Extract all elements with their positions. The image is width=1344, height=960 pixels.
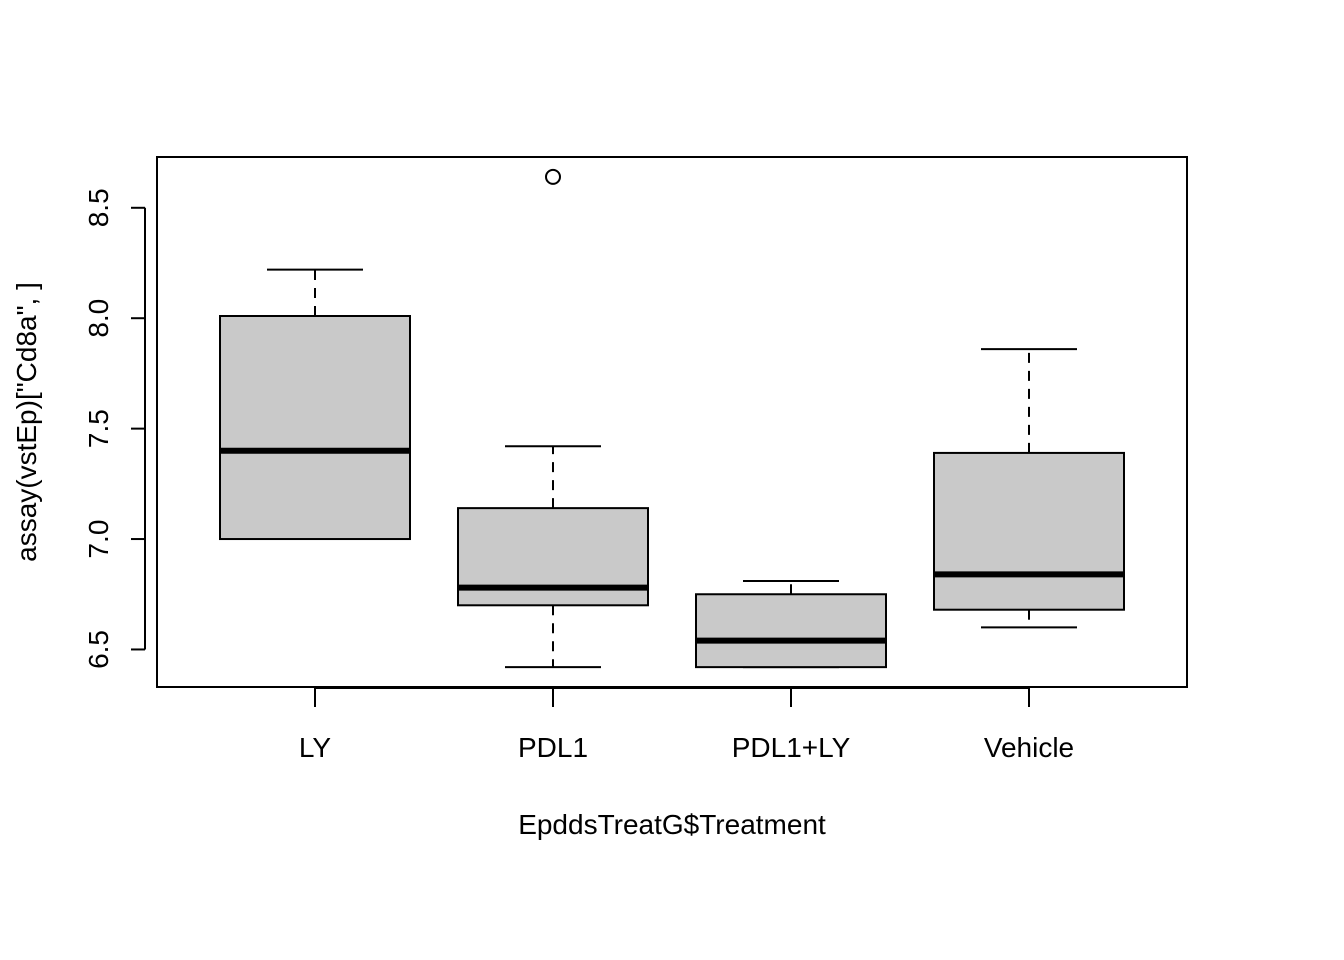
box-group bbox=[457, 168, 649, 669]
y-tick-label: 8.0 bbox=[83, 299, 114, 338]
y-axis: 6.5 7.0 7.5 8.0 8.5 bbox=[83, 188, 146, 669]
x-tick-label: PDL1 bbox=[518, 732, 588, 763]
box-group bbox=[695, 580, 887, 669]
x-tick-label: PDL1+LY bbox=[732, 732, 851, 763]
x-tick-label: LY bbox=[299, 732, 331, 763]
y-tick-label: 8.5 bbox=[83, 188, 114, 227]
box-iqr bbox=[695, 593, 887, 669]
plot-area bbox=[219, 168, 1125, 669]
box-iqr bbox=[933, 451, 1125, 611]
box-group bbox=[219, 268, 411, 541]
box-group bbox=[933, 348, 1125, 629]
y-tick-label: 7.0 bbox=[83, 520, 114, 559]
x-axis: LY PDL1 PDL1+LY Vehicle bbox=[299, 687, 1074, 763]
x-axis-title: EpddsTreatG$Treatment bbox=[518, 809, 826, 840]
y-tick-label: 7.5 bbox=[83, 409, 114, 448]
outlier-point bbox=[545, 168, 561, 185]
y-axis-title: assay(vstEp)["Cd8a", ] bbox=[11, 282, 42, 562]
box-iqr bbox=[457, 507, 649, 607]
x-tick-label: Vehicle bbox=[984, 732, 1074, 763]
box-iqr bbox=[219, 315, 411, 541]
y-tick-label: 6.5 bbox=[83, 630, 114, 669]
